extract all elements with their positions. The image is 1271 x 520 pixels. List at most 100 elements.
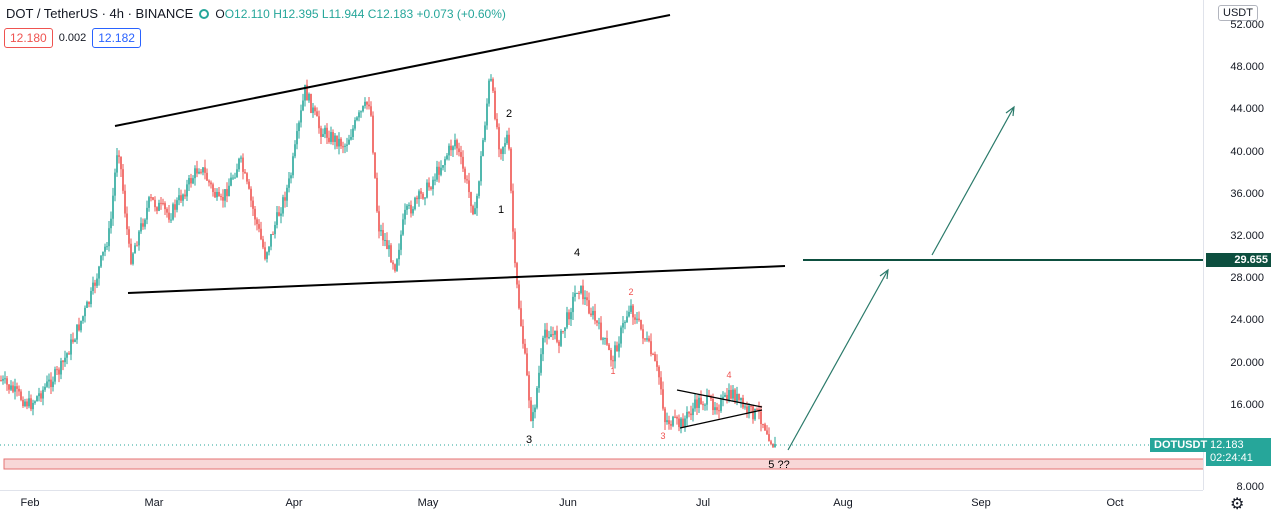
wave-label-5: 5 ??	[768, 459, 790, 471]
candle-body	[212, 184, 214, 192]
candle-body	[682, 418, 684, 428]
candle-body	[536, 387, 538, 408]
candle-body	[258, 224, 260, 229]
candle-body	[756, 408, 758, 410]
candle-body	[442, 165, 444, 168]
forecast-arrow-2[interactable]	[931, 106, 1015, 256]
lower-trendline[interactable]	[127, 265, 786, 294]
candle-body	[490, 79, 492, 81]
wave-label-4: 4	[573, 247, 581, 259]
candle-body	[608, 344, 610, 351]
candle-body	[38, 393, 40, 397]
candle-body	[532, 412, 534, 422]
candle-body	[668, 420, 670, 425]
candle-body	[362, 105, 364, 112]
candle-body	[688, 411, 690, 414]
forecast-arrow-1[interactable]	[787, 269, 889, 451]
candle-body	[648, 338, 650, 342]
candle-body	[406, 205, 408, 210]
candle-body	[30, 398, 32, 410]
candle-body	[134, 245, 136, 254]
close-value: C12.183	[367, 6, 414, 21]
candle-body	[320, 128, 322, 137]
candle-body	[210, 182, 212, 185]
gear-icon[interactable]: ⚙	[1230, 496, 1245, 513]
upper-trendline[interactable]	[114, 14, 671, 127]
candle-body	[402, 219, 404, 235]
candle-body	[566, 312, 568, 328]
price-tick: 24.000	[1230, 314, 1264, 326]
chart-pane[interactable]: DOT / TetherUS · 4h · BINANCE OO12.110 H…	[0, 0, 1206, 490]
price-axis[interactable]: USDT 52.000 48.000 44.000 40.000 36.000 …	[1203, 0, 1271, 493]
candle-body	[714, 407, 716, 411]
candle-body	[376, 177, 378, 212]
level-price-label[interactable]: 29.655	[1206, 253, 1271, 267]
candle-body	[342, 146, 344, 148]
candle-body	[730, 390, 732, 399]
sell-button[interactable]: 12.180	[4, 28, 53, 48]
subwave-label-3: 3	[660, 431, 666, 441]
candle-body	[298, 122, 300, 132]
candle-body	[702, 404, 704, 406]
last-price: 12.183	[1210, 439, 1244, 451]
candle-body	[238, 158, 240, 170]
candle-body	[722, 396, 724, 400]
price-chart[interactable]	[0, 0, 1206, 490]
candle-body	[484, 125, 486, 141]
symbol-title[interactable]: DOT / TetherUS · 4h · BINANCE	[6, 6, 194, 21]
candle-body	[768, 434, 770, 442]
candle-body	[350, 137, 352, 140]
candle-body	[642, 329, 644, 339]
candle-body	[368, 104, 370, 107]
candle-body	[640, 319, 642, 330]
currency-button[interactable]: USDT	[1218, 5, 1258, 21]
candle-body	[96, 278, 98, 286]
candle-body	[686, 411, 688, 419]
candle-body	[606, 338, 608, 345]
price-tick: 44.000	[1230, 103, 1264, 115]
price-tick: 16.000	[1230, 399, 1264, 411]
time-axis[interactable]: Feb Mar Apr May Jun Jul Aug Sep Oct	[0, 490, 1203, 520]
triangle-upper-line[interactable]	[676, 389, 763, 408]
candle-body	[148, 197, 150, 208]
candle-body	[632, 305, 634, 318]
candle-body	[578, 292, 580, 294]
price-tick: 20.000	[1230, 357, 1264, 369]
candle-body	[348, 139, 350, 145]
candle-body	[590, 313, 592, 316]
candle-body	[494, 90, 496, 119]
candle-body	[126, 213, 128, 230]
candle-body	[504, 143, 506, 147]
candle-body	[530, 400, 532, 422]
support-zone[interactable]	[3, 458, 1206, 470]
candle-body	[162, 203, 164, 205]
candle-body	[80, 320, 82, 331]
candle-body	[334, 135, 336, 142]
last-price-label[interactable]: 12.183 02:24:41	[1206, 438, 1271, 466]
candle-body	[652, 354, 654, 356]
price-tick: 48.000	[1230, 61, 1264, 73]
buy-button[interactable]: 12.182	[92, 28, 141, 48]
candle-body	[0, 380, 2, 381]
candle-body	[214, 191, 216, 198]
triangle-lower-line[interactable]	[679, 409, 763, 429]
candle-body	[594, 310, 596, 321]
candle-body	[48, 379, 50, 382]
candle-body	[538, 372, 540, 388]
price-tick: 40.000	[1230, 146, 1264, 158]
candle-body	[506, 134, 508, 144]
candle-body	[154, 199, 156, 208]
candle-body	[44, 386, 46, 390]
candle-body	[600, 322, 602, 340]
change-value: +0.073 (+0.60%)	[416, 6, 506, 21]
spread-value: 0.002	[58, 32, 87, 44]
candle-body	[412, 209, 414, 214]
candle-body	[242, 157, 244, 172]
candle-body	[674, 416, 676, 418]
candle-body	[408, 204, 410, 206]
candle-body	[86, 301, 88, 308]
candle-body	[184, 194, 186, 197]
candle-body	[52, 381, 54, 388]
candle-body	[236, 169, 238, 178]
candle-body	[672, 416, 674, 426]
